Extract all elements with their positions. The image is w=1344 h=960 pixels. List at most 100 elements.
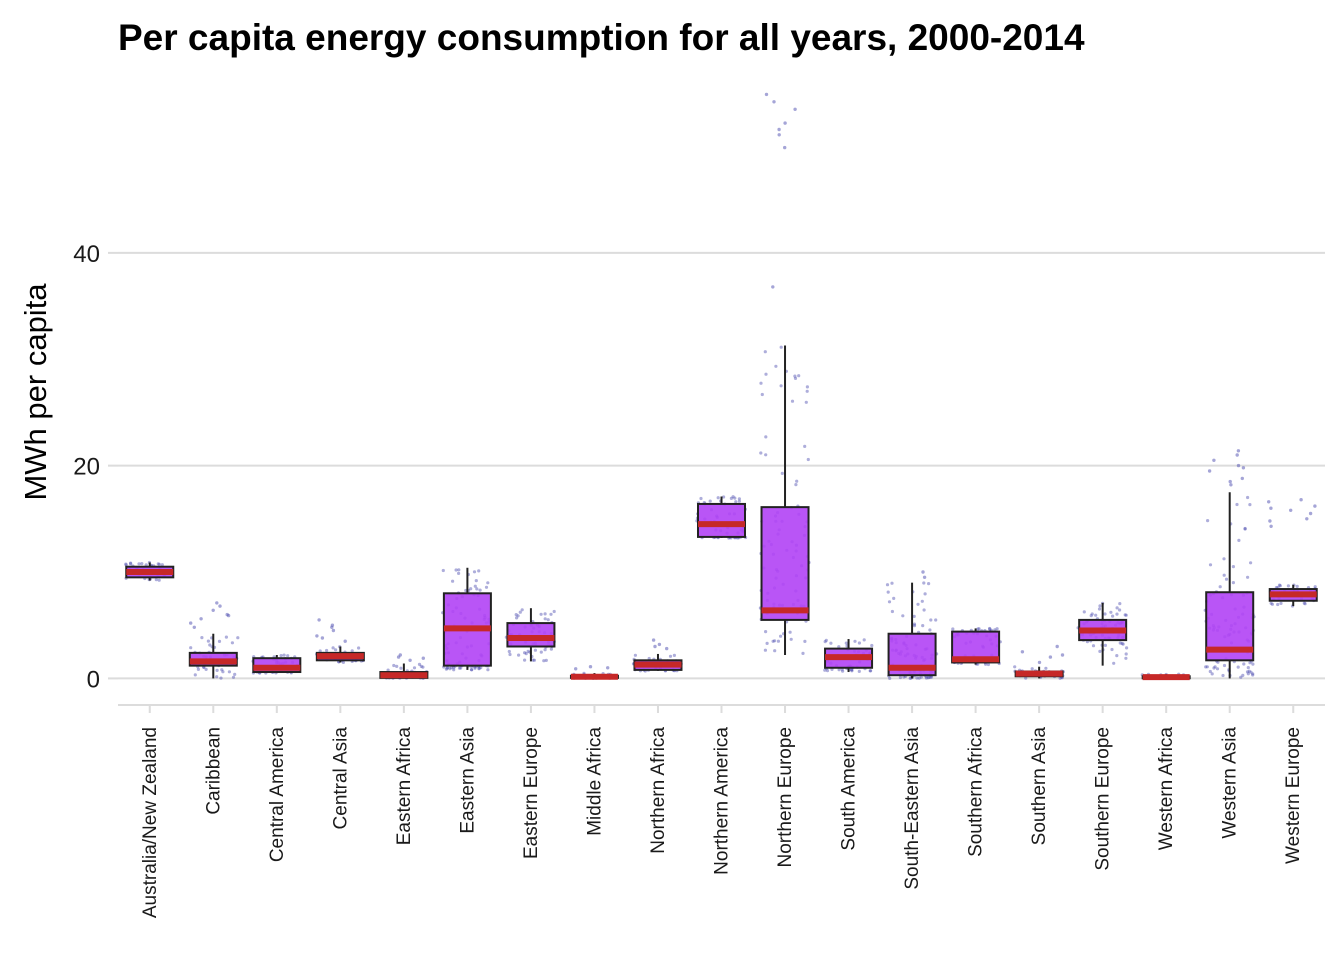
x-tick-label-eastern-asia: Eastern Asia bbox=[457, 727, 478, 834]
point bbox=[765, 641, 769, 646]
outlier-point bbox=[771, 285, 775, 289]
point bbox=[1094, 613, 1098, 617]
point bbox=[454, 568, 458, 572]
point bbox=[508, 652, 512, 657]
point bbox=[801, 651, 805, 656]
point bbox=[1243, 526, 1247, 531]
point bbox=[386, 668, 390, 672]
point bbox=[760, 392, 764, 397]
point bbox=[399, 666, 403, 670]
point bbox=[196, 667, 200, 672]
box-central-america bbox=[252, 655, 302, 674]
point bbox=[929, 618, 933, 622]
point bbox=[1205, 665, 1209, 669]
point bbox=[771, 639, 775, 643]
point bbox=[1248, 503, 1252, 507]
point bbox=[457, 571, 461, 576]
point bbox=[221, 670, 225, 674]
point bbox=[892, 596, 896, 601]
point bbox=[219, 676, 223, 680]
outlier-point bbox=[588, 665, 593, 669]
point bbox=[441, 568, 445, 573]
point bbox=[208, 643, 212, 647]
point bbox=[279, 654, 283, 658]
box-eastern-asia bbox=[442, 567, 492, 670]
box-northern-america bbox=[696, 496, 747, 538]
point bbox=[1278, 584, 1282, 588]
outlier-point bbox=[657, 642, 662, 647]
point bbox=[1121, 642, 1125, 646]
point bbox=[928, 628, 932, 632]
point bbox=[1103, 643, 1107, 648]
point bbox=[206, 639, 210, 643]
x-tick-label-southern-europe: Southern Europe bbox=[1093, 727, 1114, 871]
outlier-point bbox=[1055, 644, 1059, 649]
point bbox=[759, 451, 763, 455]
point bbox=[995, 627, 999, 631]
point bbox=[1224, 577, 1229, 581]
point bbox=[156, 562, 160, 566]
x-axis: Australia/New Zealand Caribbean Central Am… bbox=[118, 704, 1325, 918]
point bbox=[1313, 585, 1317, 589]
point bbox=[805, 385, 810, 389]
outlier-point bbox=[211, 608, 215, 612]
point bbox=[921, 624, 925, 628]
boxes bbox=[125, 345, 1318, 681]
outlier-point bbox=[1048, 655, 1053, 659]
point bbox=[129, 561, 133, 565]
point bbox=[729, 496, 734, 500]
point bbox=[549, 612, 553, 616]
point bbox=[1115, 612, 1119, 616]
outlier-point bbox=[606, 666, 610, 670]
point bbox=[886, 590, 890, 594]
point bbox=[469, 668, 474, 672]
point bbox=[452, 666, 456, 670]
point bbox=[1124, 652, 1128, 656]
outlier-point bbox=[1269, 524, 1273, 528]
point bbox=[1115, 654, 1119, 658]
y-axis: 0 20 40 bbox=[73, 241, 118, 693]
outlier-point bbox=[330, 625, 334, 629]
outlier-point bbox=[1313, 504, 1317, 508]
point bbox=[154, 578, 158, 582]
x-tick-label-northern-africa: Northern Africa bbox=[648, 727, 669, 854]
point bbox=[1247, 669, 1251, 673]
point bbox=[890, 609, 895, 614]
box-south-america bbox=[824, 639, 874, 673]
point bbox=[927, 582, 931, 586]
point bbox=[1245, 670, 1250, 674]
point bbox=[1090, 612, 1094, 616]
box-iqr bbox=[696, 502, 747, 538]
point bbox=[1241, 673, 1245, 678]
x-tick-label-south-eastern-asia: South-Eastern Asia bbox=[902, 727, 923, 890]
point bbox=[1277, 583, 1282, 587]
y-tick-label-0: 0 bbox=[87, 666, 100, 693]
outlier-point bbox=[199, 617, 203, 621]
point bbox=[227, 670, 231, 674]
point bbox=[1251, 673, 1255, 677]
point bbox=[901, 614, 905, 618]
x-tick-label-western-africa: Western Africa bbox=[1156, 727, 1177, 851]
point bbox=[763, 350, 767, 354]
y-tick-label-20: 20 bbox=[73, 454, 100, 481]
point bbox=[518, 610, 522, 614]
point bbox=[469, 587, 473, 591]
point bbox=[531, 658, 535, 662]
point bbox=[908, 676, 912, 681]
box-central-asia bbox=[315, 646, 365, 663]
point bbox=[1115, 606, 1119, 610]
point bbox=[392, 663, 396, 668]
point bbox=[1204, 665, 1208, 669]
x-tick-label-southern-asia: Southern Asia bbox=[1029, 727, 1050, 846]
point bbox=[837, 645, 841, 649]
point bbox=[1212, 666, 1216, 670]
outlier-point bbox=[343, 639, 347, 643]
point bbox=[546, 618, 550, 622]
point bbox=[417, 662, 422, 667]
point bbox=[919, 675, 923, 679]
point bbox=[793, 376, 798, 380]
point bbox=[915, 676, 919, 680]
outlier-point bbox=[1207, 469, 1212, 473]
outlier-point bbox=[192, 625, 196, 629]
point bbox=[1110, 647, 1114, 652]
